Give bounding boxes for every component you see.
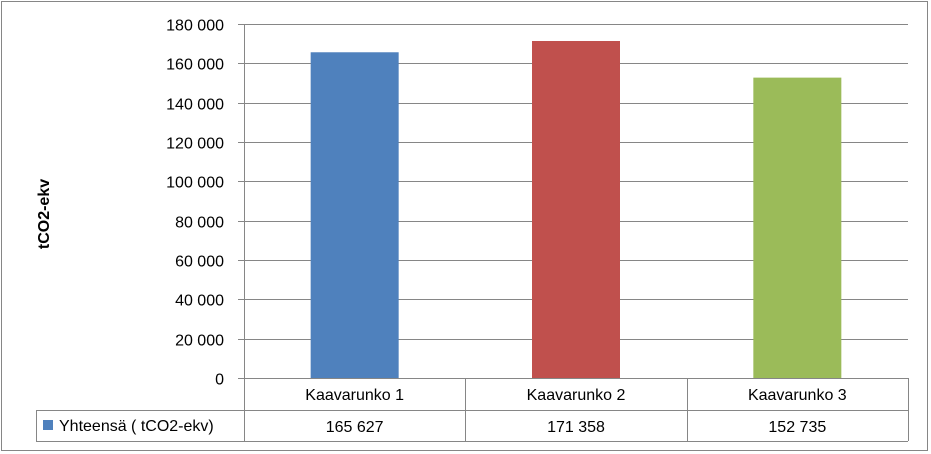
- data-table-value: 152 735: [768, 419, 826, 436]
- bar: [532, 40, 620, 378]
- x-tick-label: Kaavarunko 1: [305, 387, 404, 404]
- y-tick-labels: 0 20 000 40 000 60 000 80 000 100 000 120 000 1…: [166, 18, 224, 389]
- bar: [753, 77, 842, 379]
- bar: [310, 52, 399, 378]
- data-table-value: 165 627: [326, 419, 384, 436]
- x-tick-label: Kaavarunko 3: [748, 387, 847, 404]
- data-table-value: 171 358: [547, 419, 605, 436]
- y-tick-label: 0: [215, 372, 224, 389]
- y-tick-label: 100 000: [166, 175, 224, 192]
- y-tick-label: 80 000: [175, 215, 224, 232]
- y-tick-label: 140 000: [166, 97, 224, 114]
- y-tick-label: 160 000: [166, 57, 224, 74]
- x-tick-label: Kaavarunko 2: [527, 387, 626, 404]
- data-table: Kaavarunko 1 Kaavarunko 2 Kaavarunko 3 Yhte…: [36, 378, 909, 442]
- y-tick-label: 20 000: [175, 333, 224, 350]
- y-tick-label: 60 000: [175, 254, 224, 271]
- y-tick-label: 40 000: [175, 293, 224, 310]
- series-name: Yhteensä ( tCO2-ekv): [59, 418, 214, 435]
- bars: [310, 40, 842, 379]
- y-axis-label: tCO2-ekv: [36, 179, 53, 249]
- legend-key: [43, 420, 53, 430]
- y-tick-label: 120 000: [166, 136, 224, 153]
- y-tick-label: 180 000: [166, 18, 224, 35]
